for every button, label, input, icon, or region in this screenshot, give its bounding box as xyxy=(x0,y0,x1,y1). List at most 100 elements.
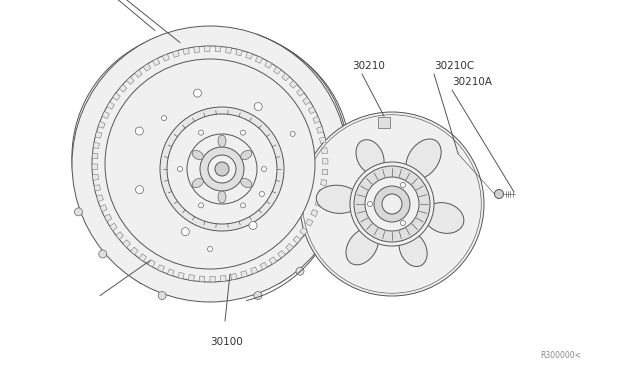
Polygon shape xyxy=(94,185,100,191)
Polygon shape xyxy=(95,132,102,138)
Polygon shape xyxy=(109,223,117,231)
Polygon shape xyxy=(303,97,310,105)
Circle shape xyxy=(495,189,504,199)
Polygon shape xyxy=(194,46,200,52)
Circle shape xyxy=(254,292,262,299)
Polygon shape xyxy=(321,180,327,186)
Polygon shape xyxy=(300,228,307,235)
Circle shape xyxy=(300,112,484,296)
Polygon shape xyxy=(104,214,112,221)
Polygon shape xyxy=(139,254,147,262)
Polygon shape xyxy=(319,137,326,143)
Circle shape xyxy=(249,221,257,230)
Polygon shape xyxy=(92,164,98,170)
Polygon shape xyxy=(296,89,304,96)
Polygon shape xyxy=(318,190,325,196)
Polygon shape xyxy=(286,244,293,251)
Circle shape xyxy=(105,59,315,269)
Polygon shape xyxy=(93,174,99,180)
Circle shape xyxy=(177,167,182,171)
Polygon shape xyxy=(102,111,109,119)
Circle shape xyxy=(158,292,166,299)
Polygon shape xyxy=(241,271,248,278)
Polygon shape xyxy=(100,205,107,212)
Circle shape xyxy=(161,116,166,121)
Ellipse shape xyxy=(241,150,252,160)
Polygon shape xyxy=(236,49,243,56)
Ellipse shape xyxy=(192,179,204,187)
Polygon shape xyxy=(199,276,205,282)
Ellipse shape xyxy=(218,191,226,203)
Polygon shape xyxy=(97,195,103,202)
Text: R300000<: R300000< xyxy=(540,351,581,360)
Circle shape xyxy=(241,130,246,135)
Polygon shape xyxy=(378,117,390,128)
Polygon shape xyxy=(168,269,174,276)
Polygon shape xyxy=(269,257,276,264)
Text: 30210C: 30210C xyxy=(434,61,474,71)
Circle shape xyxy=(208,155,236,183)
Ellipse shape xyxy=(316,185,360,214)
Polygon shape xyxy=(278,251,285,258)
Polygon shape xyxy=(310,209,318,217)
Polygon shape xyxy=(119,84,127,92)
Ellipse shape xyxy=(346,228,378,265)
Polygon shape xyxy=(215,46,221,52)
Polygon shape xyxy=(317,126,323,133)
Polygon shape xyxy=(306,219,313,226)
Polygon shape xyxy=(123,240,131,247)
Polygon shape xyxy=(260,262,268,270)
Text: 30210A: 30210A xyxy=(452,77,492,87)
Circle shape xyxy=(296,267,304,275)
Polygon shape xyxy=(308,107,316,114)
Polygon shape xyxy=(220,275,227,282)
Polygon shape xyxy=(273,67,281,74)
Circle shape xyxy=(215,162,229,176)
Polygon shape xyxy=(107,102,115,109)
Polygon shape xyxy=(321,148,328,154)
Ellipse shape xyxy=(223,122,257,150)
Polygon shape xyxy=(157,265,164,272)
Polygon shape xyxy=(113,93,120,100)
Circle shape xyxy=(92,46,328,282)
Polygon shape xyxy=(293,236,301,244)
Polygon shape xyxy=(183,48,189,54)
Polygon shape xyxy=(127,77,134,84)
Circle shape xyxy=(401,182,406,187)
Polygon shape xyxy=(289,81,297,88)
Polygon shape xyxy=(98,121,105,128)
Polygon shape xyxy=(255,56,262,63)
Polygon shape xyxy=(265,61,272,68)
Ellipse shape xyxy=(218,135,226,147)
Polygon shape xyxy=(178,272,184,279)
Circle shape xyxy=(401,221,406,225)
Circle shape xyxy=(207,247,212,251)
Polygon shape xyxy=(72,28,348,283)
Polygon shape xyxy=(116,232,124,240)
Polygon shape xyxy=(225,47,232,54)
Polygon shape xyxy=(323,158,328,164)
Circle shape xyxy=(365,177,419,231)
Ellipse shape xyxy=(406,139,441,179)
Circle shape xyxy=(167,114,277,224)
Polygon shape xyxy=(251,267,258,274)
Ellipse shape xyxy=(424,203,464,233)
Circle shape xyxy=(181,228,189,235)
Circle shape xyxy=(290,131,295,137)
Ellipse shape xyxy=(399,232,427,266)
Circle shape xyxy=(382,194,402,214)
Polygon shape xyxy=(143,64,151,71)
Polygon shape xyxy=(148,260,156,267)
Polygon shape xyxy=(93,142,99,148)
Polygon shape xyxy=(313,116,320,124)
Circle shape xyxy=(262,167,266,171)
Circle shape xyxy=(136,186,143,194)
Polygon shape xyxy=(134,70,142,77)
Circle shape xyxy=(135,127,143,135)
Polygon shape xyxy=(315,200,322,206)
Polygon shape xyxy=(282,73,289,81)
Polygon shape xyxy=(188,275,195,281)
Circle shape xyxy=(99,250,107,258)
Polygon shape xyxy=(205,46,210,52)
Circle shape xyxy=(254,103,262,110)
